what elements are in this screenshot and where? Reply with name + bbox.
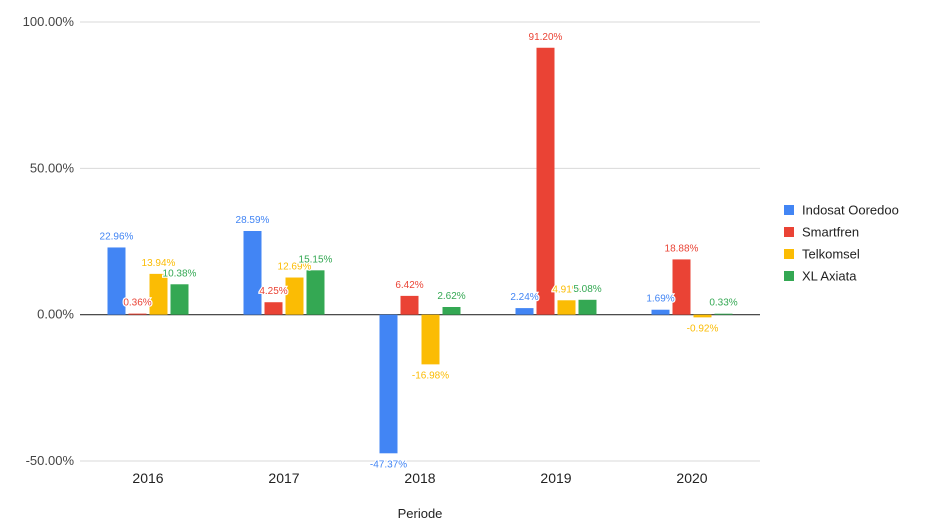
y-tick-label: 0.00% [37,307,74,322]
bar-indosat-ooredoo-2020 [651,309,670,315]
data-label: 12.69% [278,262,312,273]
data-label: -47.37% [370,459,407,470]
bar-telkomsel-2020 [693,314,712,318]
data-label: 22.96% [100,231,134,242]
data-label: 6.42% [395,280,423,291]
legend: Indosat Ooredoo Smartfren Telkomsel XL Axia… [784,203,899,284]
bars [107,47,733,454]
data-label: 0.36% [123,298,151,309]
y-axis-ticks: -50.00% 0.00% 50.00% 100.00% [23,14,75,468]
x-tick-label: 2020 [676,470,707,486]
data-label: 2.62% [437,291,465,302]
data-label: 10.38% [163,268,197,279]
data-label: -0.92% [687,323,719,334]
data-label: 4.25% [259,286,287,297]
legend-label: Smartfren [802,225,859,240]
bar-smartfren-2020 [672,259,691,315]
legend-label: Telkomsel [802,247,860,262]
bar-xl-axiata-2016 [170,284,189,315]
bar-telkomsel-2016 [149,273,168,315]
legend-swatch [784,205,794,215]
bar-smartfren-2017 [264,302,283,315]
data-label: 2.24% [510,292,538,303]
bar-indosat-ooredoo-2017 [243,230,262,315]
data-label: 5.08% [573,284,601,295]
bar-xl-axiata-2019 [578,299,597,315]
x-axis-ticks: 2016 2017 2018 2019 2020 [132,470,707,486]
legend-swatch [784,271,794,281]
legend-label: Indosat Ooredoo [802,203,899,218]
bar-xl-axiata-2017 [306,270,325,315]
x-tick-label: 2019 [540,470,571,486]
legend-swatch [784,227,794,237]
bar-smartfren-2019 [536,47,555,315]
gridlines [80,21,760,462]
data-label: 13.94% [142,258,176,269]
x-tick-label: 2017 [268,470,299,486]
data-label: 4.91% [552,284,580,295]
x-tick-label: 2018 [404,470,435,486]
data-label: 28.59% [236,215,270,226]
bar-telkomsel-2017 [285,277,304,315]
y-tick-label: 50.00% [30,160,75,175]
bar-telkomsel-2019 [557,300,576,315]
x-axis-title: Periode [398,506,443,520]
bar-smartfren-2016 [128,313,147,315]
bar-xl-axiata-2020 [714,313,733,315]
data-label: 0.33% [709,298,737,309]
bar-indosat-ooredoo-2019 [515,308,534,315]
bar-xl-axiata-2018 [442,306,461,315]
y-tick-label: -50.00% [26,453,75,468]
data-label: 15.15% [299,254,333,265]
bar-indosat-ooredoo-2016 [107,247,126,315]
bar-telkomsel-2018 [421,314,440,365]
legend-label: XL Axiata [802,269,857,284]
bar-indosat-ooredoo-2018 [379,314,398,454]
data-labels: 22.96% 0.36% 13.94%10.38% 28.59% 4.25% 12.69%… [98,31,739,472]
data-label: 91.20% [529,32,563,43]
x-tick-label: 2016 [132,470,163,486]
data-label: 18.88% [665,243,699,254]
data-label: -16.98% [412,370,449,381]
legend-swatch [784,249,794,259]
data-label: 1.69% [646,294,674,305]
y-tick-label: 100.00% [23,14,75,29]
bar-smartfren-2018 [400,295,419,315]
